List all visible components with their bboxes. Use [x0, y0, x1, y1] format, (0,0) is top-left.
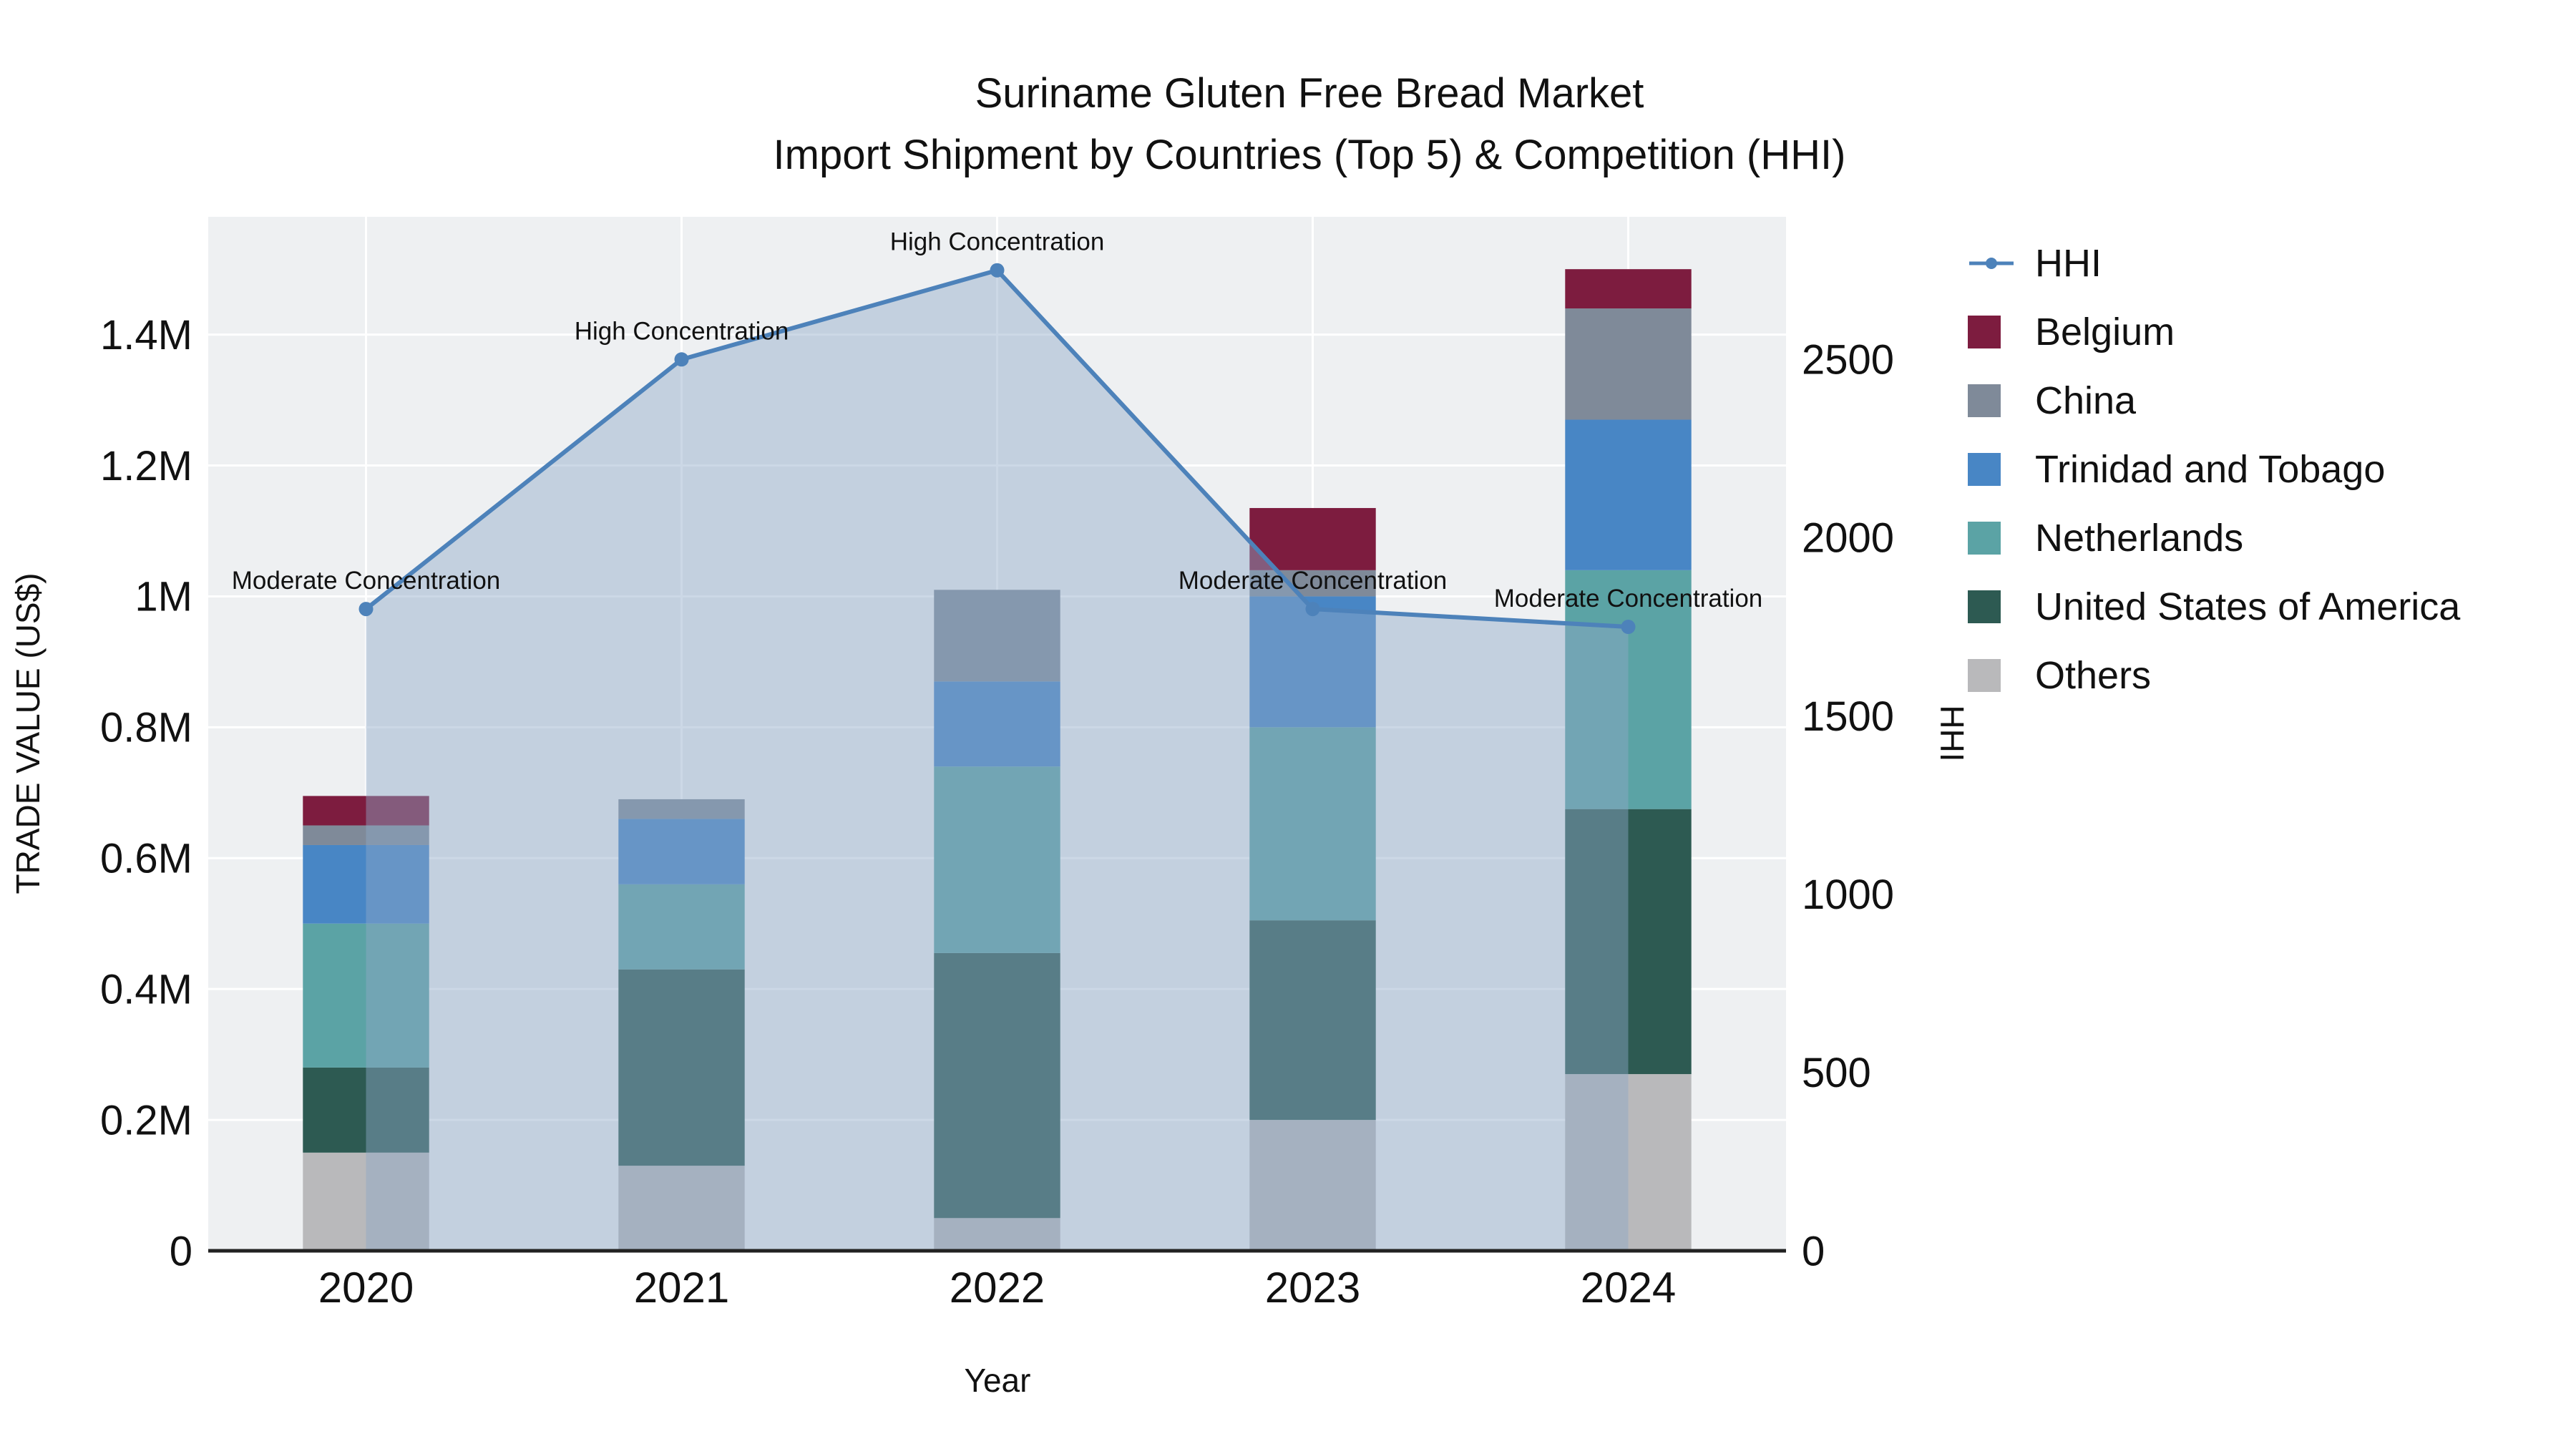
bar-segment-united-states-of-america-2022	[934, 952, 1060, 1219]
legend-swatch-icon	[1968, 384, 2015, 417]
legend-swatch-icon	[1968, 453, 2015, 486]
hhi-point-2020	[358, 602, 374, 617]
bar-segment-others-2021	[618, 1166, 745, 1251]
x-tick-2022: 2022	[950, 1264, 1045, 1312]
y-left-tick-1m: 1M	[135, 574, 192, 620]
y-left-tick-0-6m: 0.6M	[100, 836, 192, 882]
legend-label: Belgium	[2035, 311, 2175, 353]
legend-swatch-color	[1968, 659, 2001, 692]
bar-segment-china-2020	[303, 825, 429, 845]
y-right-tick-2000: 2000	[1802, 515, 1894, 562]
legend-label: HHI	[2035, 242, 2102, 285]
plot-layer: Moderate Concentration High Concentration…	[100, 217, 1894, 1312]
legend-item-united-states-of-america[interactable]: United States of America	[1968, 572, 2460, 641]
legend-swatch-icon	[1968, 590, 2015, 623]
chart-title-line2: Import Shipment by Countries (Top 5) & C…	[774, 132, 1846, 178]
legend-label: Trinidad and Tobago	[2035, 448, 2386, 491]
bar-segment-china-2024	[1565, 308, 1692, 420]
bar-segment-china-2023	[1249, 570, 1376, 597]
annotation-moderate-concentration-2020: Moderate Concentration	[232, 567, 501, 595]
legend-item-others[interactable]: Others	[1968, 641, 2460, 710]
hhi-point-2021	[674, 352, 689, 367]
bar-segment-others-2022	[934, 1218, 1060, 1251]
bar-segment-china-2021	[618, 799, 745, 819]
bar-segment-trinidad-and-tobago-2020	[303, 844, 429, 924]
bar-segment-united-states-of-america-2023	[1249, 920, 1376, 1121]
y-left-axis-title: TRADE VALUE (US$)	[9, 572, 47, 894]
hhi-area-fill	[366, 270, 1629, 1251]
legend-item-china[interactable]: China	[1968, 366, 2460, 435]
annotation-high-concentration-2021: High Concentration	[575, 317, 789, 345]
legend-swatch-icon	[1968, 522, 2015, 555]
legend-swatch-icon	[1968, 659, 2015, 692]
annotation-moderate-concentration-2023: Moderate Concentration	[1179, 567, 1448, 595]
y-right-tick-2500: 2500	[1802, 337, 1894, 384]
bar-segment-trinidad-and-tobago-2021	[618, 819, 745, 884]
y-left-tick-0-4m: 0.4M	[100, 966, 192, 1013]
y-left-tick-1-2m: 1.2M	[100, 443, 192, 489]
legend-label: China	[2035, 379, 2137, 422]
chart-title-line1: Suriname Gluten Free Bread Market	[975, 70, 1644, 117]
bar-segment-united-states-of-america-2020	[303, 1067, 429, 1153]
legend-label: United States of America	[2035, 585, 2461, 628]
legend-swatch-color	[1968, 384, 2001, 417]
bar-segment-trinidad-and-tobago-2024	[1565, 419, 1692, 570]
legend-label: Netherlands	[2035, 517, 2244, 560]
annotation-high-concentration-2022: High Concentration	[890, 228, 1105, 256]
bar-segment-belgium-2023	[1249, 507, 1376, 570]
bar-segment-trinidad-and-tobago-2023	[1249, 596, 1376, 728]
legend-label: Others	[2035, 654, 2152, 697]
legend-item-trinidad-and-tobago[interactable]: Trinidad and Tobago	[1968, 435, 2460, 504]
bar-segment-netherlands-2022	[934, 766, 1060, 953]
bar-segment-others-2020	[303, 1152, 429, 1251]
x-tick-2023: 2023	[1265, 1264, 1360, 1312]
bar-segment-china-2022	[934, 590, 1060, 682]
x-tick-2020: 2020	[318, 1264, 414, 1312]
legend-swatch-color	[1968, 522, 2001, 555]
chart-legend: HHI Belgium China Trinidad and Tobago Nether…	[1968, 229, 2460, 710]
bar-segment-united-states-of-america-2024	[1565, 809, 1692, 1075]
y-right-axis-title: HHI	[1933, 705, 1971, 761]
bar-segment-netherlands-2024	[1565, 570, 1692, 809]
bar-segment-netherlands-2023	[1249, 727, 1376, 921]
x-axis-title: Year	[965, 1362, 1031, 1399]
y-left-tick-1-4m: 1.4M	[100, 312, 192, 358]
y-right-tick-0: 0	[1802, 1228, 1825, 1274]
y-right-tick-1000: 1000	[1802, 872, 1894, 918]
bar-segment-netherlands-2021	[618, 884, 745, 970]
bar-segment-trinidad-and-tobago-2022	[934, 681, 1060, 767]
hhi-point-2024	[1621, 620, 1636, 635]
annotation-moderate-concentration-2024: Moderate Concentration	[1494, 585, 1763, 613]
bar-segment-netherlands-2020	[303, 923, 429, 1068]
y-left-tick-0-8m: 0.8M	[100, 705, 192, 751]
legend-swatch-color	[1968, 590, 2001, 623]
legend-item-netherlands[interactable]: Netherlands	[1968, 504, 2460, 572]
y-right-tick-500: 500	[1802, 1050, 1871, 1096]
bar-segment-others-2024	[1565, 1074, 1692, 1251]
bar-segment-belgium-2020	[303, 796, 429, 826]
hhi-point-2022	[990, 263, 1005, 278]
legend-swatch-color	[1968, 316, 2001, 348]
x-tick-2024: 2024	[1581, 1264, 1676, 1312]
bar-segment-belgium-2024	[1565, 269, 1692, 309]
legend-swatch-color	[1968, 453, 2001, 486]
legend-item-belgium[interactable]: Belgium	[1968, 298, 2460, 366]
y-left-tick-0: 0	[170, 1228, 192, 1274]
bar-segment-united-states-of-america-2021	[618, 969, 745, 1166]
x-tick-2021: 2021	[634, 1264, 729, 1312]
hhi-point-2023	[1305, 602, 1320, 617]
legend-item-hhi[interactable]: HHI	[1968, 229, 2460, 298]
y-right-tick-1500: 1500	[1802, 693, 1894, 740]
bar-segment-others-2023	[1249, 1120, 1376, 1251]
legend-swatch-icon	[1968, 316, 2015, 348]
legend-line-marker-icon	[1968, 247, 2015, 280]
y-left-tick-0-2m: 0.2M	[100, 1097, 192, 1143]
